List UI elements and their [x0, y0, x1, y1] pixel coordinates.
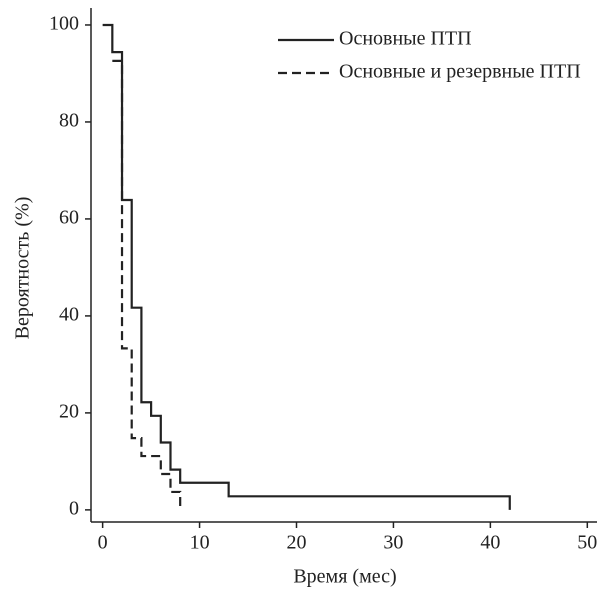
legend-label: Основные ПТП	[339, 28, 472, 50]
survival-line	[112, 59, 182, 510]
y-tick-label: 20	[59, 400, 79, 422]
y-tick-label: 100	[49, 13, 79, 35]
x-tick-label: 30	[383, 532, 403, 554]
y-tick-label: 40	[59, 304, 79, 326]
x-tick-label: 0	[98, 532, 108, 554]
x-tick-label: 10	[190, 532, 210, 554]
x-axis-label: Время (мес)	[293, 566, 396, 588]
survival-line	[102, 23, 511, 510]
y-tick-label: 0	[69, 497, 79, 519]
x-tick-label: 50	[577, 532, 597, 554]
legend-label: Основные и резервные ПТП	[339, 61, 581, 83]
y-tick-label: 80	[59, 110, 79, 132]
x-tick-label: 40	[480, 532, 500, 554]
y-axis-label: Вероятность (%)	[12, 197, 34, 340]
y-tick-label: 60	[59, 207, 79, 229]
x-tick-label: 20	[287, 532, 307, 554]
